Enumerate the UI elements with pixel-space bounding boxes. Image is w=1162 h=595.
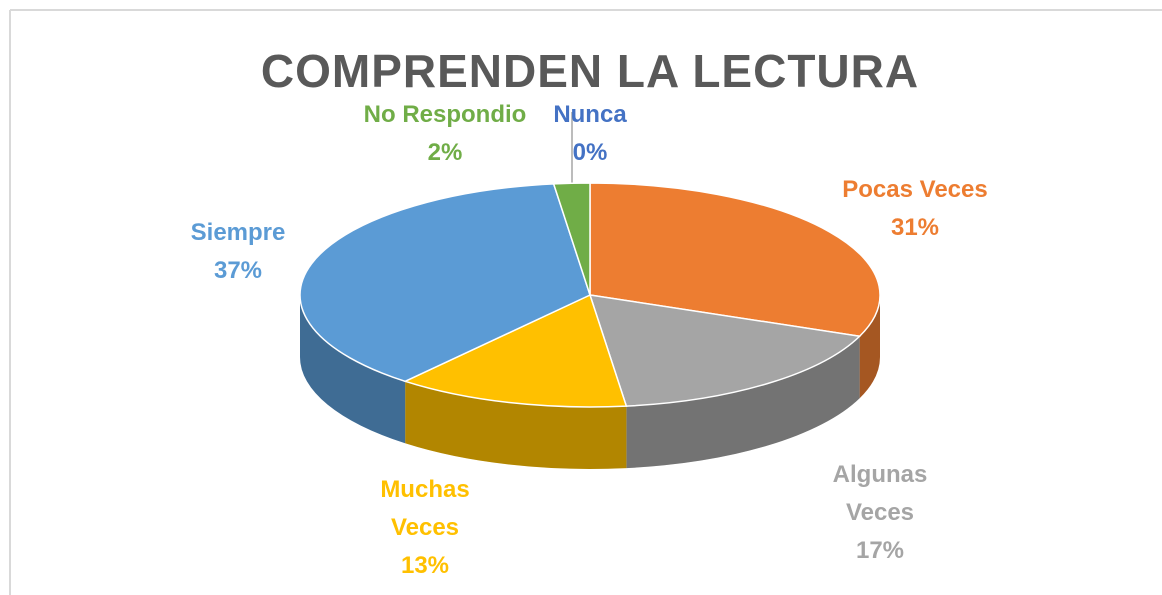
side-shade (405, 381, 627, 469)
category-label: Muchas Veces (380, 476, 470, 541)
slice (552, 182, 591, 296)
value-label: 0% (572, 139, 608, 166)
data-label: Pocas Veces 31% (795, 171, 1035, 247)
chart-title: COMPRENDEN LA LECTURA (260, 45, 920, 97)
data-label: Muchas Veces 13% (365, 471, 485, 585)
slice-side (300, 295, 406, 444)
value-label: 2% (427, 139, 463, 166)
slice (403, 293, 628, 408)
data-label: Siempre 37% (138, 214, 338, 290)
slice (588, 294, 862, 407)
side-shade (859, 295, 880, 399)
category-label: Nunca (553, 101, 627, 128)
data-label: No Respondio 2% (325, 96, 565, 172)
category-label: Pocas Veces (842, 176, 988, 203)
category-label: No Respondio (363, 101, 527, 128)
category-label: Algunas Veces (832, 461, 928, 526)
slice (589, 182, 881, 338)
value-label: 31% (890, 214, 940, 241)
slice-side (626, 336, 860, 469)
value-label: 37% (213, 257, 263, 284)
value-label: 13% (400, 552, 450, 579)
data-label: Nunca 0% (490, 96, 690, 172)
side-shade (300, 295, 406, 444)
data-label: Algunas Veces 17% (810, 456, 950, 570)
slice-side (405, 381, 627, 469)
value-label: 17% (855, 537, 905, 564)
slice-side (859, 295, 880, 399)
slice (299, 183, 591, 383)
category-label: Siempre (190, 219, 286, 246)
side-shade (626, 336, 860, 469)
